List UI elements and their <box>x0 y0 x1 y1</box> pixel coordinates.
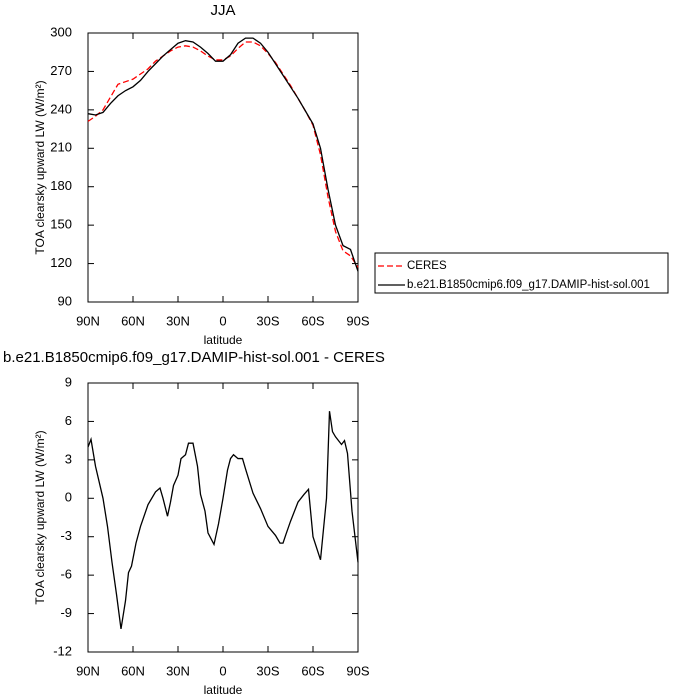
y-tick-label: 90 <box>58 293 72 308</box>
data-line <box>87 41 359 268</box>
x-tick-label: 90N <box>76 663 100 678</box>
y-tick-label: 270 <box>50 63 72 78</box>
x-tick-label: 30S <box>256 313 279 328</box>
y-tick-label: 0 <box>65 490 72 505</box>
plot-frame <box>87 382 359 653</box>
y-tick-label: 150 <box>50 217 72 232</box>
x-axis-label: latitude <box>204 333 243 347</box>
data-line <box>87 411 359 630</box>
y-tick-label: -6 <box>60 567 72 582</box>
y-tick-label: 120 <box>50 255 72 270</box>
y-tick-label: 300 <box>50 24 72 39</box>
x-tick-label: 60S <box>301 313 324 328</box>
data-line <box>87 37 359 272</box>
y-tick-label: -3 <box>60 528 72 543</box>
y-axis-label: TOA clearsky upward LW (W/m²) <box>33 430 47 604</box>
y-axis-label: TOA clearsky upward LW (W/m²) <box>33 80 47 254</box>
x-tick-label: 90S <box>346 313 369 328</box>
chart-title: JJA <box>210 2 235 19</box>
y-tick-label: 210 <box>50 140 72 155</box>
chart-title: b.e21.B1850cmip6.f09_g17.DAMIP-hist-sol.… <box>3 349 385 366</box>
y-tick-label: 6 <box>65 413 72 428</box>
x-tick-label: 60N <box>121 663 145 678</box>
y-tick-label: 3 <box>65 451 72 466</box>
y-tick-label: 180 <box>50 178 72 193</box>
x-tick-label: 60S <box>301 663 324 678</box>
legend-box <box>374 252 669 294</box>
x-tick-label: 30N <box>166 663 190 678</box>
plot-frame <box>87 32 359 303</box>
x-tick-label: 0 <box>219 663 226 678</box>
x-tick-label: 30S <box>256 663 279 678</box>
x-tick-label: 90N <box>76 313 100 328</box>
legend-label: CERES <box>407 260 447 272</box>
x-tick-label: 30N <box>166 313 190 328</box>
x-tick-label: 60N <box>121 313 145 328</box>
y-tick-label: -9 <box>60 605 72 620</box>
x-tick-label: 90S <box>346 663 369 678</box>
y-tick-label: 240 <box>50 101 72 116</box>
legend-label: b.e21.B1850cmip6.f09_g17.DAMIP-hist-sol.… <box>407 279 650 291</box>
y-tick-label: 9 <box>65 374 72 389</box>
x-tick-label: 0 <box>219 313 226 328</box>
x-axis-label: latitude <box>204 683 243 697</box>
y-tick-label: -12 <box>53 643 72 658</box>
